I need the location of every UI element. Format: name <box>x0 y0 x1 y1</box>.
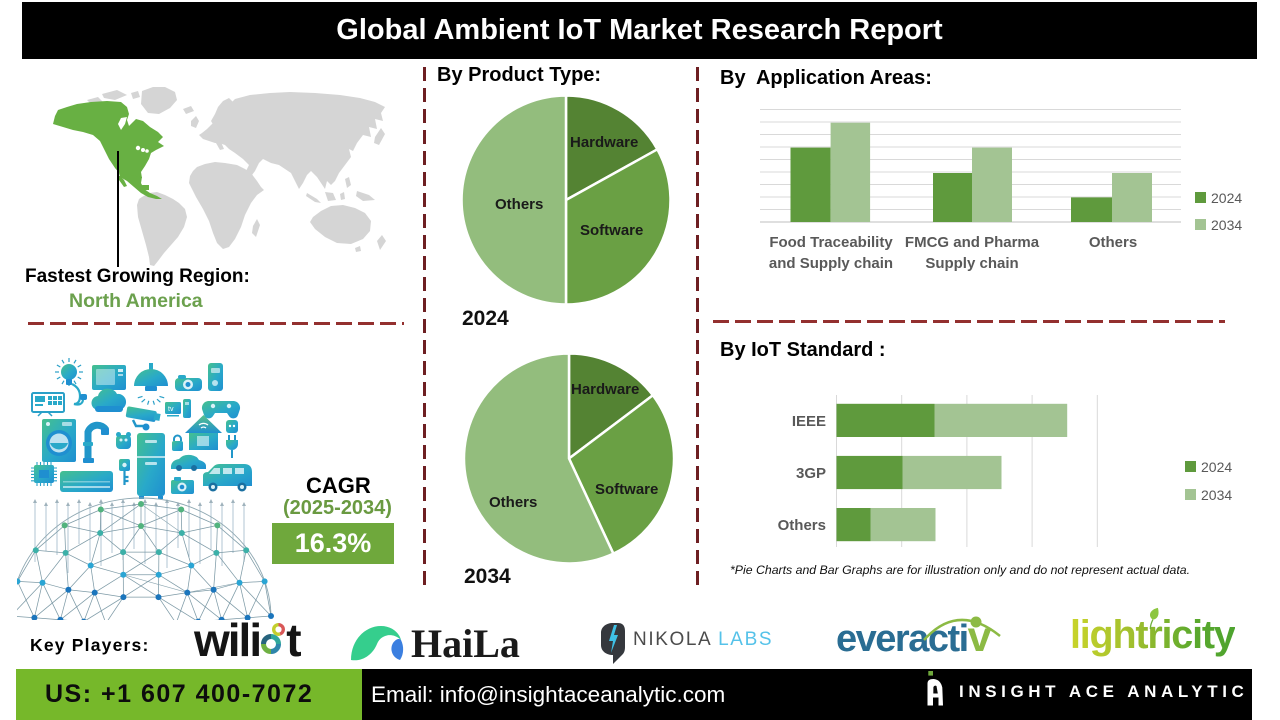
svg-text:tv: tv <box>168 406 174 413</box>
